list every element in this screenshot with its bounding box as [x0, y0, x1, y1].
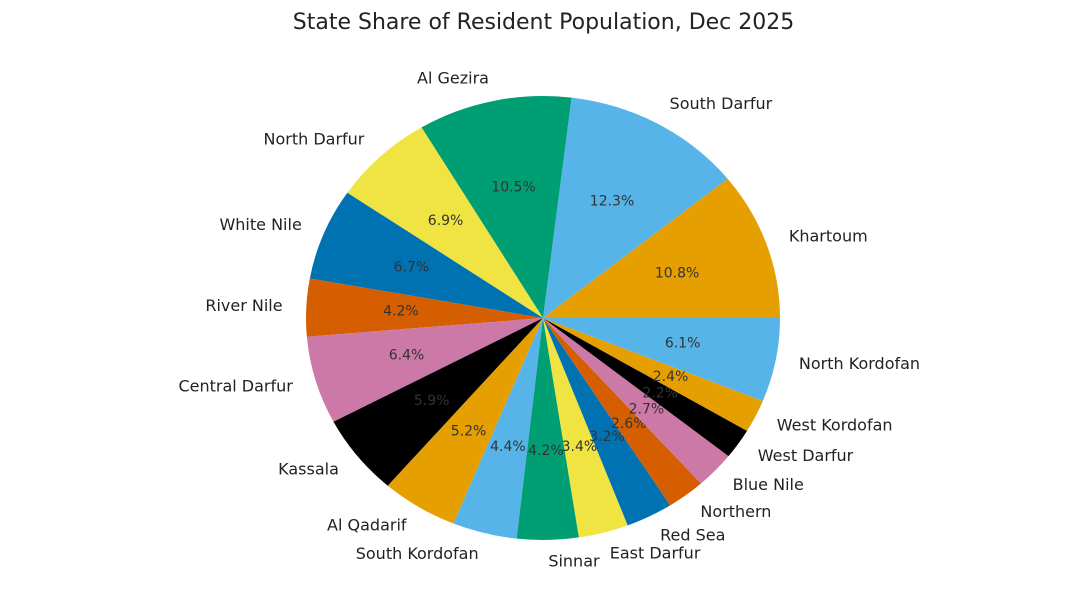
slice-percent-label: 6.7% — [394, 259, 430, 275]
pie-slice — [306, 318, 543, 422]
pie-slice — [543, 178, 780, 318]
pie-slice — [543, 318, 729, 484]
slice-percent-label: 2.2% — [642, 385, 678, 401]
slice-label: Blue Nile — [733, 475, 804, 494]
slice-percent-label: 6.4% — [389, 348, 425, 364]
slice-label: Sinnar — [548, 552, 600, 571]
slice-label: East Darfur — [610, 544, 701, 563]
slice-percent-label: 5.2% — [451, 424, 487, 440]
slice-percent-label: 2.7% — [629, 401, 665, 417]
pie-slice — [347, 127, 543, 318]
slice-label: Red Sea — [660, 526, 725, 545]
slice-percent-label: 10.5% — [491, 180, 535, 196]
slice-percent-label: 6.1% — [665, 335, 701, 351]
slice-percent-label: 3.2% — [589, 429, 625, 445]
pie-slice — [543, 97, 728, 319]
slice-percent-label: 4.2% — [528, 443, 564, 459]
pie-slice — [333, 318, 543, 486]
slice-label: Al Gezira — [417, 69, 489, 88]
pie-slice — [387, 318, 543, 524]
slice-percent-label: 4.4% — [490, 439, 526, 455]
pie-slice — [543, 318, 628, 538]
pie-slice — [421, 96, 572, 318]
slice-label: Al Qadarif — [327, 516, 407, 535]
slice-label: West Kordofan — [777, 416, 893, 435]
slice-label: Khartoum — [789, 226, 868, 245]
pie-slice — [453, 318, 543, 539]
pie-slice — [543, 318, 763, 431]
chart-title: State Share of Resident Population, Dec … — [292, 10, 795, 35]
slice-percent-label: 2.6% — [611, 416, 647, 432]
slice-label: South Darfur — [670, 94, 773, 113]
pie-slice — [543, 318, 780, 401]
slice-label: South Kordofan — [356, 544, 479, 563]
pie-slice — [516, 318, 579, 540]
slice-percent-label: 6.9% — [428, 213, 464, 229]
slice-percent-label: 5.9% — [414, 393, 450, 409]
slice-label: Northern — [700, 502, 771, 521]
slice-label: North Kordofan — [799, 354, 920, 373]
slice-percent-label: 4.2% — [383, 304, 419, 320]
slice-percent-label: 3.4% — [562, 439, 598, 455]
slice-percent-label: 2.4% — [653, 369, 689, 385]
slice-label: White Nile — [219, 215, 301, 234]
slice-label: Central Darfur — [178, 376, 293, 395]
pie-slice — [543, 318, 671, 526]
slice-label: River Nile — [205, 296, 282, 315]
slice-percent-label: 12.3% — [590, 194, 634, 210]
slice-label: West Darfur — [758, 446, 854, 465]
slice-label: Kassala — [278, 459, 339, 478]
slice-label: North Darfur — [263, 130, 364, 149]
slice-percent-label: 10.8% — [655, 266, 699, 282]
pie-slice — [306, 278, 543, 337]
pie-slice — [543, 318, 748, 457]
pie-slice — [309, 192, 543, 318]
pie-slice — [543, 318, 701, 506]
